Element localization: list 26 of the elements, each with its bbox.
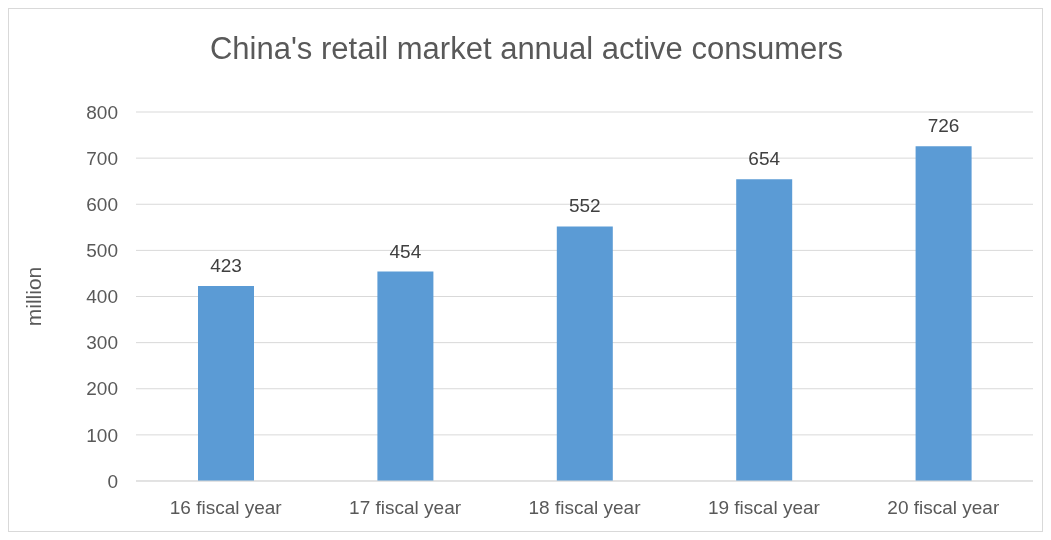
data-label: 654	[748, 148, 781, 170]
x-tick-label: 18 fiscal year	[528, 497, 642, 519]
y-tick-label: 700	[86, 147, 118, 169]
data-label: 423	[210, 254, 242, 276]
y-tick-label: 300	[86, 332, 118, 354]
y-tick-label: 400	[86, 286, 118, 308]
y-tick-label: 0	[107, 470, 118, 492]
y-axis-title: million	[22, 266, 46, 327]
y-tick-label: 200	[86, 378, 118, 400]
data-label: 726	[927, 115, 960, 137]
y-tick-label: 800	[86, 101, 118, 123]
bar	[556, 226, 613, 481]
x-tick-label: 19 fiscal year	[707, 497, 821, 519]
data-label: 454	[389, 240, 422, 262]
bar	[198, 285, 254, 481]
y-tick-label: 600	[86, 193, 118, 215]
data-label: 552	[568, 195, 601, 217]
x-tick-label: 20 fiscal year	[887, 497, 1000, 519]
y-tick-label: 100	[86, 424, 118, 446]
y-tick-label: 500	[86, 240, 118, 262]
bar	[377, 271, 434, 481]
bar	[915, 146, 972, 481]
bar	[736, 179, 793, 481]
chart-title: China's retail market annual active consumers	[208, 31, 845, 67]
x-tick-label: 16 fiscal year	[169, 497, 283, 519]
x-tick-label: 17 fiscal year	[349, 497, 462, 519]
